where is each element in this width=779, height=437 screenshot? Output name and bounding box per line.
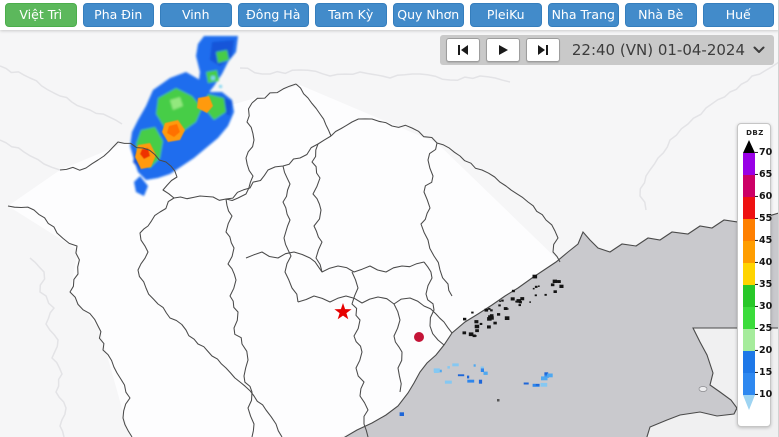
- tab-quy-nhon[interactable]: Quy Nhơn: [392, 3, 464, 27]
- tab-nha-trang[interactable]: Nha Trang: [547, 3, 619, 27]
- legend-tick: 35: [755, 279, 772, 290]
- tab-pleiku[interactable]: PleiKu: [470, 3, 542, 27]
- legend-segment: [743, 175, 755, 197]
- skip-to-start-icon: [457, 45, 468, 55]
- play-icon: [498, 45, 508, 55]
- tab-viet-tri[interactable]: Việt Trì: [5, 3, 77, 27]
- legend-segment: [743, 241, 755, 263]
- legend-tick: 40: [755, 257, 772, 268]
- tab-nha-be[interactable]: Nhà Bè: [625, 3, 697, 27]
- playback-bar: 22:40 (VN) 01-04-2024: [439, 35, 774, 65]
- legend-segment: [743, 219, 755, 241]
- city-dot-marker: [414, 332, 424, 342]
- station-tab-bar: Việt Trì Pha Đin Vinh Đông Hà Tam Kỳ Quy Nhơn…: [0, 0, 779, 30]
- sea-radar-echoes: [399, 363, 553, 416]
- legend-tick: 55: [755, 213, 772, 224]
- legend-segment: [743, 263, 755, 285]
- legend-title: DBZ: [746, 129, 764, 137]
- legend-color-bar: 70 65 60 55 45 40 35 30 25 20 15 10: [743, 140, 772, 410]
- radar-echo-cores: [135, 96, 213, 169]
- tab-vinh[interactable]: Vinh: [160, 3, 232, 27]
- legend-segment: [743, 373, 755, 395]
- legend-tick: 70: [755, 147, 772, 158]
- tab-hue[interactable]: Huế: [702, 3, 774, 27]
- legend-segment: [743, 285, 755, 307]
- tab-tam-ky[interactable]: Tam Kỳ: [315, 3, 387, 27]
- legend-underflow-arrow-icon: [743, 395, 755, 410]
- legend-tick: 20: [755, 345, 772, 356]
- legend-tick: 60: [755, 191, 772, 202]
- neighbor-borders: [0, 61, 779, 437]
- sea: [344, 212, 779, 437]
- legend-tick: 25: [755, 323, 772, 334]
- legend-segment: [743, 197, 755, 219]
- legend-tick: 65: [755, 169, 772, 180]
- play-button[interactable]: [485, 38, 520, 62]
- legend-segment: [743, 307, 755, 329]
- legend-segment: [743, 153, 755, 175]
- province-borders: [7, 83, 561, 437]
- chevron-down-icon[interactable]: [753, 46, 765, 54]
- skip-to-end-button[interactable]: [525, 38, 560, 62]
- legend-tick: 15: [755, 367, 772, 378]
- skip-to-start-button[interactable]: [445, 38, 480, 62]
- skip-to-end-icon: [537, 45, 548, 55]
- islet: [698, 386, 708, 392]
- legend-overflow-arrow-icon: [743, 140, 755, 153]
- dbz-legend: DBZ 70 65 60 55 45 40 35 30 25 20 15 10: [737, 123, 772, 427]
- legend-segment: [743, 351, 755, 373]
- legend-tick: 45: [755, 235, 772, 246]
- legend-tick: 10: [755, 389, 772, 400]
- tab-dong-ha[interactable]: Đông Hà: [237, 3, 309, 27]
- timestamp[interactable]: 22:40 (VN) 01-04-2024: [571, 41, 745, 59]
- station-star-marker: [334, 303, 352, 320]
- tab-pha-din[interactable]: Pha Đin: [82, 3, 154, 27]
- legend-tick: 30: [755, 301, 772, 312]
- halong-bay-islands: [462, 274, 564, 338]
- legend-segment: [743, 329, 755, 351]
